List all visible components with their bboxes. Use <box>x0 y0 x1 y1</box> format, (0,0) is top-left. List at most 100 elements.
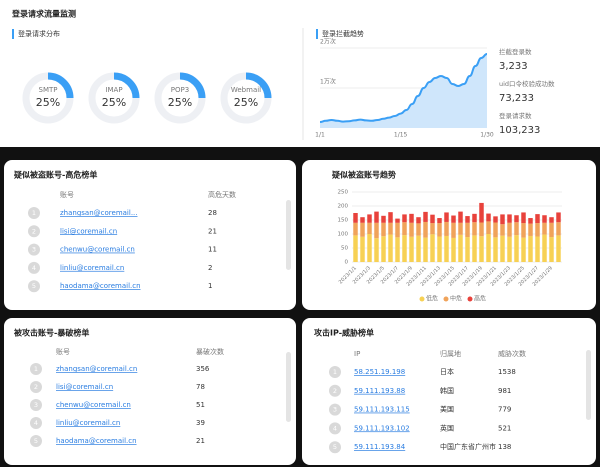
link[interactable]: 58.251.19.198 <box>354 368 405 376</box>
bar-segment <box>528 223 533 236</box>
cell: 2 <box>208 264 212 272</box>
donut-label: SMTP <box>39 86 58 94</box>
bar-segment <box>479 222 484 237</box>
bar-segment <box>451 222 456 238</box>
bar-segment <box>430 214 435 224</box>
column-header: 归属地 <box>440 349 461 358</box>
rank-badge <box>30 435 42 447</box>
bar-segment <box>493 222 498 238</box>
bar-segment <box>493 237 498 262</box>
legend-swatch <box>467 296 473 302</box>
bar-segment <box>353 213 358 223</box>
scrollbar[interactable] <box>586 350 591 420</box>
cell: 韩国 <box>440 386 454 395</box>
x-tick-label: 1/30 <box>480 132 494 139</box>
bar-segment <box>479 236 484 262</box>
link[interactable]: linliu@coremail.cn <box>60 264 124 272</box>
bar-segment <box>521 212 526 224</box>
rank: 1 <box>32 209 36 217</box>
bar-segment <box>402 235 407 262</box>
table-title: 攻击IP-威胁榜单 <box>314 328 374 338</box>
x-tick-label: 1/15 <box>394 132 408 139</box>
page-title: 登录请求流量监测 <box>11 9 76 19</box>
scrollbar[interactable] <box>286 200 291 270</box>
cell: 28 <box>208 209 217 217</box>
rank-badge <box>30 399 42 411</box>
rank-badge <box>28 261 40 274</box>
link[interactable]: haodama@coremail.cn <box>56 437 137 445</box>
bar-segment <box>507 236 512 262</box>
y-tick-label: 2万次 <box>320 38 336 46</box>
bar-segment <box>549 237 554 262</box>
bar-segment <box>437 223 442 237</box>
link[interactable]: 59.111.193.115 <box>354 406 410 414</box>
bar-segment <box>528 218 533 224</box>
donut-label: Webmail <box>231 86 261 94</box>
donut-value: 25% <box>36 96 60 109</box>
cell: 39 <box>196 419 205 427</box>
bar-segment <box>353 222 358 236</box>
link[interactable]: haodama@coremail.cn <box>60 282 141 290</box>
rank: 4 <box>34 419 38 427</box>
bar-segment <box>458 211 463 223</box>
bar-segment <box>472 213 477 223</box>
bar-segment <box>514 235 519 262</box>
bar-segment <box>381 222 386 237</box>
bar-segment <box>465 216 470 223</box>
bar-segment <box>458 234 463 262</box>
y-tick-label: 250 <box>338 190 349 196</box>
bar-segment <box>360 222 365 237</box>
scrollbar[interactable] <box>286 352 291 422</box>
stat-value: 3,233 <box>499 61 528 72</box>
link[interactable]: linliu@coremail.cn <box>56 419 120 427</box>
bar-segment <box>395 222 400 238</box>
panel <box>4 160 296 310</box>
link[interactable]: 59.111.193.88 <box>354 387 405 395</box>
chart-title: 疑似被盗账号趋势 <box>332 170 396 180</box>
bar-segment <box>388 212 393 223</box>
link[interactable]: zhangsan@coremail... <box>60 209 138 217</box>
rank-badge <box>30 381 42 393</box>
bar-segment <box>437 218 442 224</box>
bar-segment <box>423 237 428 262</box>
bar-segment <box>486 213 491 222</box>
bar-segment <box>514 215 519 223</box>
bar-segment <box>388 234 393 262</box>
bar-segment <box>556 222 561 236</box>
link[interactable]: zhangsan@coremail.cn <box>56 365 137 373</box>
bar-segment <box>556 212 561 223</box>
link[interactable]: 59.111.193.102 <box>354 424 410 432</box>
column-header: IP <box>354 350 360 358</box>
bar-segment <box>465 222 470 238</box>
legend-label: 低危 <box>426 295 438 303</box>
link[interactable]: 59.111.193.84 <box>354 443 406 451</box>
bar-segment <box>521 223 526 238</box>
cell: 21 <box>196 437 205 445</box>
column-header: 威胁次数 <box>498 349 526 358</box>
cell: 138 <box>498 443 511 451</box>
rank-badge <box>329 384 341 397</box>
y-tick-label: 0 <box>345 260 349 266</box>
donut-value: 25% <box>168 96 192 109</box>
bar-segment <box>472 235 477 262</box>
rank-badge <box>329 366 341 378</box>
stat-value: 103,233 <box>499 125 540 136</box>
accent <box>12 29 14 39</box>
link[interactable]: lisi@coremail.cn <box>60 227 117 235</box>
donut-label: IMAP <box>105 86 122 94</box>
bar-segment <box>500 224 505 236</box>
bar-segment <box>367 234 372 262</box>
link[interactable]: chenwu@coremail.cn <box>56 401 131 409</box>
link[interactable]: lisi@coremail.cn <box>56 383 113 391</box>
bar-segment <box>360 217 365 223</box>
bar-segment <box>444 221 449 236</box>
link[interactable]: chenwu@coremail.cn <box>60 246 135 254</box>
column-header: 账号 <box>60 190 74 199</box>
cell: 521 <box>498 424 511 432</box>
bar-segment <box>444 235 449 262</box>
bar-segment <box>500 214 505 225</box>
panel <box>302 318 596 465</box>
rank-badge <box>30 417 42 429</box>
y-tick-label: 50 <box>341 246 348 252</box>
